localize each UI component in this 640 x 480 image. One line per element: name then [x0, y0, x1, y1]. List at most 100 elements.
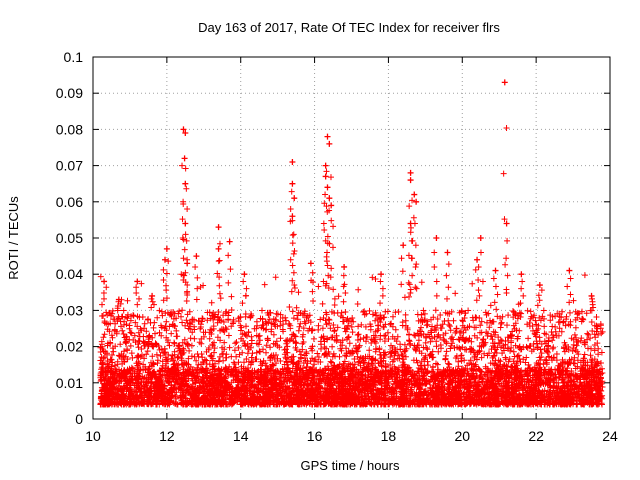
roti-spike-trail-point	[412, 284, 419, 291]
roti-spike-trail-point	[408, 255, 415, 262]
roti-spike-trail-point	[519, 278, 526, 285]
roti-spike-trail-point	[149, 298, 156, 305]
roti-spike-trail-point	[399, 268, 406, 275]
y-tick-label: 0.05	[56, 230, 83, 246]
roti-spike-trail-point	[410, 214, 417, 221]
roti-spike-trail-point	[433, 292, 440, 299]
roti-spike-trail-point	[160, 266, 167, 273]
roti-spike-trail-point	[225, 252, 232, 259]
roti-spike-trail-point	[240, 278, 247, 285]
roti-spike-trail-point	[323, 258, 330, 265]
roti-spike-trail-point	[179, 235, 186, 241]
roti-spike-trail-point	[214, 270, 221, 277]
roti-spike-trail-point	[518, 285, 525, 292]
roti-spike-point	[444, 249, 451, 256]
roti-spike-trail-point	[535, 292, 542, 299]
roti-spike-trail-point	[325, 272, 332, 279]
roti-spike-trail-point	[320, 220, 327, 227]
roti-spike-trail-point	[183, 237, 190, 244]
roti-spike-trail-point	[184, 288, 191, 295]
roti-spike-point	[407, 177, 414, 184]
roti-spike-trail-point	[194, 274, 201, 281]
roti-spike-trail-point	[340, 298, 347, 305]
roti-spike-trail-point	[502, 261, 509, 268]
roti-spike-trail-point	[503, 290, 510, 297]
roti-spike-trail-point	[431, 249, 438, 256]
roti-spike-trail-point	[341, 281, 348, 288]
roti-spike-point	[215, 224, 222, 231]
roti-spike-trail-point	[321, 200, 328, 207]
roti-spike-trail-point	[327, 174, 334, 181]
roti-spike-trail-point	[160, 276, 167, 283]
roti-spike-trail-point	[445, 261, 452, 268]
roti-spike-trail-point	[503, 255, 510, 262]
roti-spike-point	[289, 213, 296, 220]
roti-spike-trail-point	[406, 281, 413, 288]
roti-spike-trail-point	[150, 301, 157, 308]
roti-spike-point	[324, 133, 331, 140]
roti-spike-trail-point	[289, 262, 296, 269]
roti-spike-trail-point	[494, 291, 501, 298]
x-tick-label: 20	[454, 428, 470, 444]
roti-spike-trail-point	[179, 162, 186, 169]
roti-spike-trail-point	[165, 258, 172, 265]
roti-spike-trail-point	[401, 294, 408, 301]
roti-spike-trail-point	[536, 297, 543, 304]
roti-spike-trail-point	[491, 299, 498, 306]
roti-spike-point	[536, 282, 543, 289]
roti-spike-point	[182, 180, 189, 187]
roti-spike-trail-point	[288, 188, 295, 195]
roti-spike-trail-point	[215, 258, 222, 265]
roti-spike-trail-point	[322, 282, 329, 289]
roti-spike-trail-point	[538, 287, 545, 294]
roti-spike-trail-point	[182, 279, 189, 286]
y-tick-label: 0	[75, 411, 83, 427]
roti-spike-trail-point	[322, 191, 329, 198]
roti-spike-trail-point	[477, 249, 484, 256]
roti-spike-trail-point	[433, 278, 440, 285]
roti-spike-trail-point	[501, 216, 508, 223]
roti-spike-trail-point	[564, 283, 571, 290]
roti-spike-trail-point	[504, 272, 511, 279]
roti-spike-trail-point	[148, 304, 155, 311]
roti-spike-trail-point	[405, 252, 412, 259]
roti-spike-trail-point	[407, 229, 414, 236]
roti-spike-point	[291, 195, 298, 202]
roti-spike-point	[413, 198, 420, 205]
roti-spike-point	[322, 173, 329, 180]
roti-spike-trail-point	[476, 292, 483, 299]
roti-spike-trail-point	[500, 170, 507, 177]
roti-spike-trail-point	[216, 240, 223, 247]
roti-spike-trail-point	[340, 272, 347, 279]
roti-spike-trail-point	[133, 284, 140, 291]
roti-spike-trail-point	[398, 255, 405, 262]
roti-spike-trail-point	[288, 288, 295, 295]
roti-spike-trail-point	[475, 287, 482, 294]
roti-spike-trail-point	[114, 305, 121, 312]
roti-spike-point	[400, 242, 407, 249]
roti-spike-trail-point	[406, 203, 413, 210]
roti-spike-trail-point	[290, 231, 297, 238]
roti-spike-point	[193, 253, 200, 260]
x-tick-label: 16	[307, 428, 323, 444]
roti-spike-point	[184, 260, 191, 267]
roti-spike-point	[180, 126, 187, 133]
roti-spike-trail-point	[136, 295, 143, 302]
roti-spike-point	[326, 140, 333, 147]
roti-spike-trail-point	[534, 302, 541, 309]
roti-spike-trail-point	[475, 276, 482, 283]
roti-spike-point	[566, 267, 573, 274]
roti-spike-point	[322, 162, 329, 169]
data-points	[97, 79, 606, 408]
roti-spike-trail-point	[412, 263, 419, 270]
y-tick-label: 0.08	[56, 121, 83, 137]
roti-spike-point	[289, 180, 296, 187]
roti-spike-trail-point	[412, 242, 419, 249]
roti-spike-trail-point	[327, 274, 334, 281]
y-tick-label: 0.07	[56, 158, 83, 174]
roti-spike-trail-point	[216, 282, 223, 289]
roti-spike-trail-point	[163, 282, 170, 289]
roti-spike-trail-point	[444, 295, 451, 302]
roti-spike-trail-point	[473, 297, 480, 304]
y-axis-label: ROTI / TECUs	[6, 196, 21, 280]
